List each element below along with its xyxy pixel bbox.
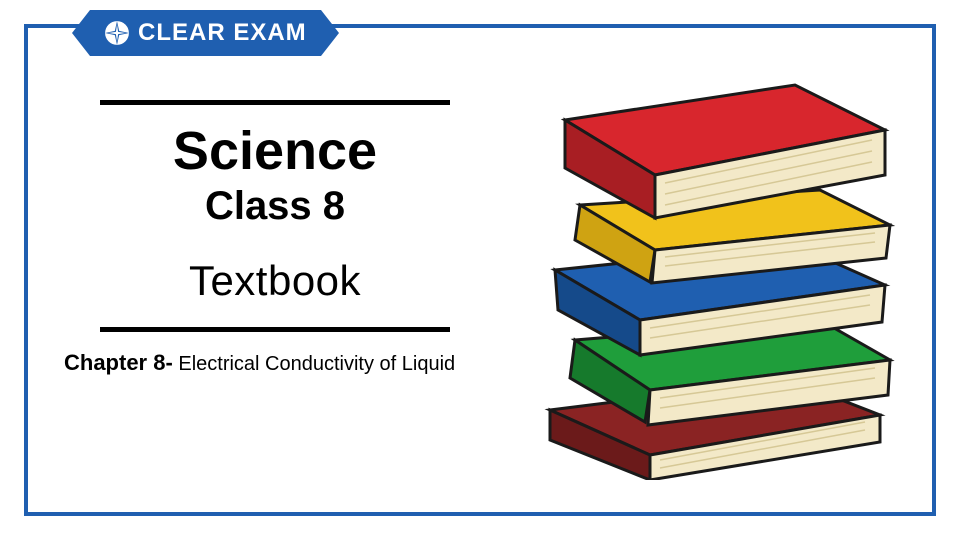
page-label: Textbook xyxy=(60,257,490,305)
brand-badge: CLEAR EXAM xyxy=(90,10,321,56)
brand-name: CLEAR EXAM xyxy=(138,19,307,47)
chapter-prefix: Chapter 8- xyxy=(64,350,173,375)
divider-top xyxy=(100,100,450,105)
page-title: Science xyxy=(60,123,490,180)
books-illustration xyxy=(520,60,910,480)
compass-star-icon xyxy=(104,20,130,46)
divider-bottom xyxy=(100,327,450,332)
chapter-name: Electrical Conductivity of Liquid xyxy=(173,353,455,375)
page-subtitle: Class 8 xyxy=(60,184,490,229)
text-block: Science Class 8 Textbook Chapter 8- Elec… xyxy=(60,100,490,376)
chapter-line: Chapter 8- Electrical Conductivity of Li… xyxy=(60,350,490,376)
